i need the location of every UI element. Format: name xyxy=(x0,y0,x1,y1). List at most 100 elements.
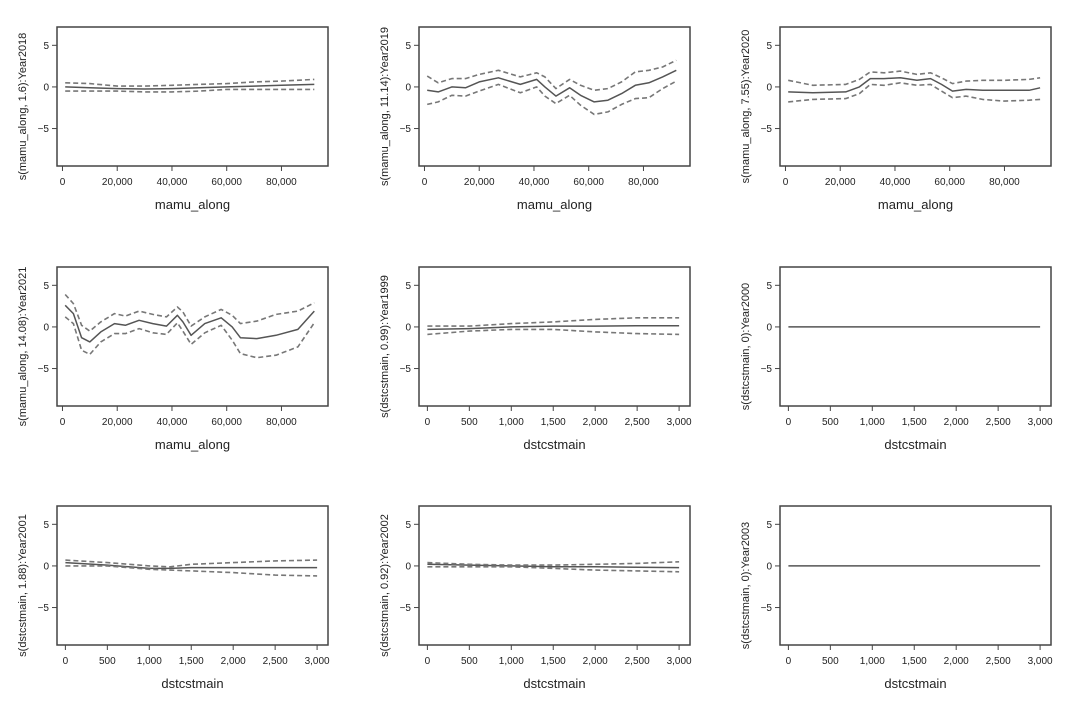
panel-6: 5 0 −5 0 500 1,000 1,500 2,000 2,500 3,000 dstcstm… xyxy=(740,266,1053,452)
y-tick-label: 5 xyxy=(43,41,49,52)
x-tick-label: 0 xyxy=(783,177,789,188)
x-tick-label: 2,000 xyxy=(583,656,608,667)
y-tick-label: 5 xyxy=(405,520,411,531)
y-tick-label: −5 xyxy=(400,603,412,614)
x-tick-label: 80,000 xyxy=(628,177,659,188)
x-tick-label: 20,000 xyxy=(464,177,495,188)
y-axis-title: s(dstcstmain, 0.99):Year1999 xyxy=(379,275,391,418)
x-axis-title: mamu_along xyxy=(155,197,230,212)
x-tick-label: 40,000 xyxy=(519,177,550,188)
x-tick-label: 3,000 xyxy=(667,417,692,428)
series-upper-line xyxy=(426,59,677,92)
series-lower-line xyxy=(65,565,318,577)
x-tick-label: 0 xyxy=(425,417,431,428)
y-tick-label: 0 xyxy=(43,561,49,572)
x-tick-label: 1,500 xyxy=(902,656,927,667)
x-axis-title: dstcstmain xyxy=(523,437,585,452)
series-fit-line xyxy=(788,77,1041,94)
series-lower-line xyxy=(788,82,1041,103)
series-lower-line xyxy=(427,565,680,573)
y-axis-title: s(dstcstmain, 0):Year2003 xyxy=(740,522,752,649)
y-axis-title: s(mamu_along, 7.55):Year2020 xyxy=(740,30,752,184)
y-tick-label: −5 xyxy=(400,364,412,375)
panel-4: 5 0 −5 0 20,000 40,000 60,000 80,000 mamu_along s… xyxy=(17,266,329,452)
y-tick-label: 0 xyxy=(43,322,49,333)
plot-frame xyxy=(56,266,329,407)
x-tick-label: 0 xyxy=(425,656,431,667)
y-axis-title: s(dstcstmain, 1.88):Year2001 xyxy=(17,514,29,657)
x-tick-label: 500 xyxy=(461,417,478,428)
x-tick-label: 2,500 xyxy=(986,417,1011,428)
plot-frame xyxy=(56,26,329,167)
y-tick-label: 5 xyxy=(405,41,411,52)
x-tick-label: 60,000 xyxy=(573,177,604,188)
series-fit-line xyxy=(65,83,315,90)
x-axis-title: mamu_along xyxy=(155,437,230,452)
x-tick-label: 40,000 xyxy=(157,417,188,428)
x-tick-label: 0 xyxy=(60,177,66,188)
y-tick-label: 5 xyxy=(43,281,49,292)
y-tick-label: 5 xyxy=(766,41,772,52)
y-tick-label: −5 xyxy=(38,603,50,614)
x-axis-title: dstcstmain xyxy=(161,676,223,691)
x-tick-label: 40,000 xyxy=(157,177,188,188)
y-axis-title: s(dstcstmain, 0):Year2000 xyxy=(740,283,752,410)
x-tick-label: 2,000 xyxy=(944,417,969,428)
panel-1: 5 0 −5 0 20,000 40,000 60,000 80,000 mamu_along s… xyxy=(17,26,329,212)
panel-5: 5 0 −5 0 500 1,000 1,500 2,000 2,500 3,000 dstcstm… xyxy=(379,266,692,452)
plot-frame xyxy=(418,266,691,407)
plot-frame xyxy=(779,505,1052,646)
plot-frame xyxy=(779,26,1052,167)
x-tick-label: 80,000 xyxy=(266,417,297,428)
x-tick-label: 60,000 xyxy=(211,417,242,428)
series-lower-line xyxy=(427,328,680,336)
x-tick-label: 2,000 xyxy=(583,417,608,428)
plot-frame xyxy=(418,505,691,646)
y-tick-label: 0 xyxy=(43,82,49,93)
x-tick-label: 2,500 xyxy=(625,656,650,667)
x-tick-label: 0 xyxy=(786,656,792,667)
x-tick-label: 80,000 xyxy=(989,177,1020,188)
y-axis-title: s(mamu_along, 11.14):Year2019 xyxy=(379,27,391,186)
x-tick-label: 20,000 xyxy=(102,417,133,428)
x-tick-label: 0 xyxy=(422,177,428,188)
series-upper-line xyxy=(427,561,680,566)
x-tick-label: 3,000 xyxy=(305,656,330,667)
x-axis-title: dstcstmain xyxy=(884,437,946,452)
x-tick-label: 1,500 xyxy=(541,656,566,667)
y-tick-label: 0 xyxy=(405,322,411,333)
x-axis-title: mamu_along xyxy=(878,197,953,212)
x-tick-label: 20,000 xyxy=(102,177,133,188)
series-upper-line xyxy=(427,316,680,327)
x-tick-label: 1,000 xyxy=(137,656,162,667)
y-tick-label: −5 xyxy=(761,124,773,135)
x-tick-label: 1,000 xyxy=(499,656,524,667)
y-axis-title: s(mamu_along, 1.6):Year2018 xyxy=(17,33,29,181)
y-axis-title: s(mamu_along, 14.08):Year2021 xyxy=(17,267,29,427)
y-axis-title: s(dstcstmain, 0.92):Year2002 xyxy=(379,514,391,657)
x-tick-label: 500 xyxy=(822,656,839,667)
y-tick-label: 0 xyxy=(405,82,411,93)
series-upper-line xyxy=(64,293,315,332)
x-tick-label: 2,500 xyxy=(986,656,1011,667)
y-tick-label: −5 xyxy=(761,603,773,614)
x-tick-label: 20,000 xyxy=(825,177,856,188)
panel-3: 5 0 −5 0 20,000 40,000 60,000 80,000 mamu_along s… xyxy=(740,26,1052,212)
series-fit-line xyxy=(427,69,677,103)
y-tick-label: 5 xyxy=(43,520,49,531)
y-tick-label: −5 xyxy=(38,364,50,375)
series-upper-line xyxy=(65,78,315,87)
x-tick-label: 1,500 xyxy=(179,656,204,667)
y-tick-label: 5 xyxy=(766,281,772,292)
y-tick-label: −5 xyxy=(38,124,50,135)
x-tick-label: 500 xyxy=(99,656,116,667)
panel-8: 5 0 −5 0 500 1,000 1,500 2,000 2,500 3,000 dstcstm… xyxy=(379,505,692,691)
plot-frame xyxy=(56,505,329,646)
x-tick-label: 500 xyxy=(822,417,839,428)
series-lower-line xyxy=(427,80,677,116)
y-tick-label: −5 xyxy=(761,364,773,375)
x-tick-label: 2,500 xyxy=(625,417,650,428)
x-tick-label: 3,000 xyxy=(1028,656,1053,667)
y-tick-label: 0 xyxy=(405,561,411,572)
